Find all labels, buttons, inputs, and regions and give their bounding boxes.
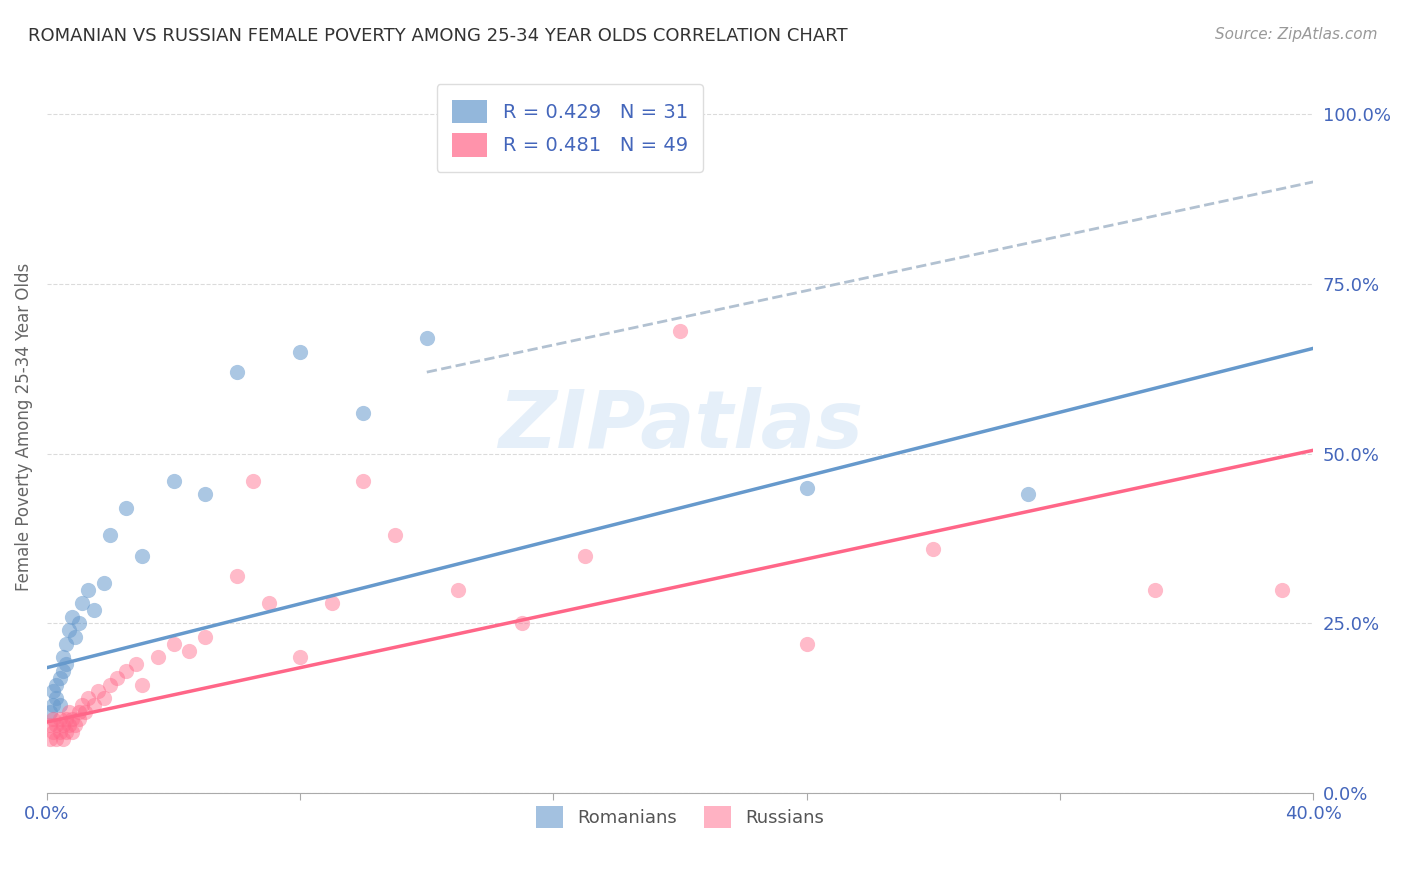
Point — [42, 712, 65, 726]
Point — [60, 725, 83, 739]
Point — [257, 596, 280, 610]
Point — [58, 718, 80, 732]
Point — [288, 650, 311, 665]
Point — [796, 481, 818, 495]
Point — [146, 650, 169, 665]
Point — [1143, 582, 1166, 597]
Point — [70, 596, 93, 610]
Point — [98, 528, 121, 542]
Point — [384, 528, 406, 542]
Point — [55, 712, 77, 726]
Point — [73, 705, 96, 719]
Point — [179, 643, 201, 657]
Point — [353, 474, 375, 488]
Point — [67, 705, 90, 719]
Point — [321, 596, 343, 610]
Point — [45, 678, 67, 692]
Point — [288, 344, 311, 359]
Point — [83, 698, 105, 712]
Point — [45, 731, 67, 746]
Point — [65, 718, 87, 732]
Point — [65, 630, 87, 644]
Y-axis label: Female Poverty Among 25-34 Year Olds: Female Poverty Among 25-34 Year Olds — [15, 262, 32, 591]
Text: ZIPatlas: ZIPatlas — [498, 387, 863, 466]
Point — [45, 691, 67, 706]
Point — [131, 678, 153, 692]
Legend: Romanians, Russians: Romanians, Russians — [529, 799, 832, 836]
Point — [55, 657, 77, 672]
Point — [162, 474, 184, 488]
Point — [83, 603, 105, 617]
Point — [70, 698, 93, 712]
Point — [416, 331, 439, 345]
Point — [162, 637, 184, 651]
Point — [242, 474, 264, 488]
Point — [67, 616, 90, 631]
Point — [105, 671, 128, 685]
Point — [42, 725, 65, 739]
Point — [447, 582, 470, 597]
Point — [60, 712, 83, 726]
Point — [86, 684, 108, 698]
Point — [124, 657, 146, 672]
Point — [42, 698, 65, 712]
Point — [39, 731, 62, 746]
Point — [55, 637, 77, 651]
Point — [194, 487, 217, 501]
Point — [48, 698, 70, 712]
Point — [52, 718, 75, 732]
Point — [48, 725, 70, 739]
Point — [225, 365, 247, 379]
Point — [58, 705, 80, 719]
Point — [45, 718, 67, 732]
Point — [115, 664, 138, 678]
Point — [42, 684, 65, 698]
Point — [606, 134, 628, 148]
Point — [77, 582, 100, 597]
Point — [67, 712, 90, 726]
Text: Source: ZipAtlas.com: Source: ZipAtlas.com — [1215, 27, 1378, 42]
Point — [225, 569, 247, 583]
Point — [194, 630, 217, 644]
Point — [48, 712, 70, 726]
Point — [922, 541, 945, 556]
Point — [574, 549, 596, 563]
Point — [1271, 582, 1294, 597]
Point — [60, 609, 83, 624]
Point — [52, 664, 75, 678]
Point — [93, 691, 115, 706]
Point — [58, 624, 80, 638]
Point — [39, 718, 62, 732]
Point — [39, 705, 62, 719]
Point — [52, 731, 75, 746]
Point — [796, 637, 818, 651]
Point — [55, 725, 77, 739]
Point — [98, 678, 121, 692]
Point — [115, 501, 138, 516]
Point — [131, 549, 153, 563]
Point — [1017, 487, 1039, 501]
Point — [510, 616, 533, 631]
Point — [669, 324, 692, 338]
Point — [52, 650, 75, 665]
Point — [353, 406, 375, 420]
Point — [77, 691, 100, 706]
Text: ROMANIAN VS RUSSIAN FEMALE POVERTY AMONG 25-34 YEAR OLDS CORRELATION CHART: ROMANIAN VS RUSSIAN FEMALE POVERTY AMONG… — [28, 27, 848, 45]
Point — [48, 671, 70, 685]
Point — [93, 575, 115, 590]
